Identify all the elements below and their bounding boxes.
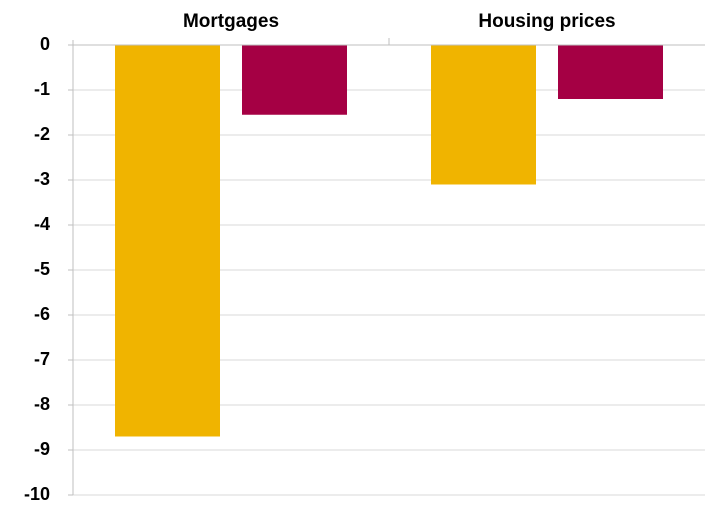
bar (558, 45, 663, 99)
y-tick-label: -3 (34, 169, 50, 189)
y-tick-label: -10 (24, 484, 50, 504)
bar (115, 45, 220, 437)
y-tick-label: -6 (34, 304, 50, 324)
y-tick-label: -1 (34, 79, 50, 99)
category-label: Mortgages (183, 11, 279, 32)
y-tick-label: 0 (40, 34, 50, 54)
y-tick-label: -7 (34, 349, 50, 369)
y-tick-label: -4 (34, 214, 50, 234)
y-tick-label: -9 (34, 439, 50, 459)
bar (242, 45, 347, 115)
bar (431, 45, 536, 185)
category-label: Housing prices (478, 11, 615, 32)
y-tick-label: -5 (34, 259, 50, 279)
y-tick-label: -8 (34, 394, 50, 414)
y-tick-label: -2 (34, 124, 50, 144)
